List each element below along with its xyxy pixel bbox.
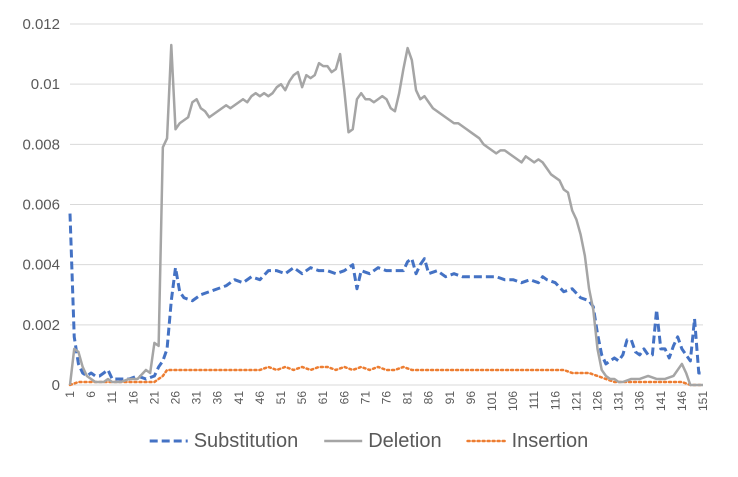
x-tick-label: 131 [612, 391, 626, 411]
x-tick-label: 126 [591, 391, 605, 411]
x-tick-label: 36 [211, 391, 225, 405]
x-tick-label: 146 [675, 391, 689, 411]
x-tick-label: 16 [126, 391, 140, 405]
x-axis-ticks: 1 6 11 16 21 26 31 36 41 46 51 56 61 66 71 76 81 86 91 96 10… [63, 391, 710, 411]
y-tick-label: 0.002 [22, 317, 60, 334]
x-tick-label: 121 [569, 391, 583, 411]
x-tick-label: 151 [696, 391, 710, 411]
series-lines [68, 43, 705, 387]
x-tick-label: 66 [337, 391, 351, 405]
legend-item-insertion: Insertion [466, 430, 589, 452]
x-tick-label: 101 [485, 391, 499, 411]
legend-item-substitution: Substitution [149, 430, 299, 452]
y-axis-ticks: 0 0.002 0.004 0.006 0.008 0.01 0.012 [22, 16, 60, 394]
x-tick-label: 96 [464, 391, 478, 405]
legend-label: Substitution [194, 430, 299, 452]
x-tick-label: 91 [443, 391, 457, 405]
x-tick-label: 51 [274, 391, 288, 405]
series-line-substitution [68, 213, 703, 381]
x-tick-label: 1 [63, 391, 77, 398]
x-tick-label: 11 [105, 391, 119, 404]
legend-item-deletion: Deletion [324, 430, 442, 452]
x-tick-label: 106 [506, 391, 520, 411]
x-tick-label: 71 [358, 391, 372, 405]
x-tick-label: 136 [633, 391, 647, 411]
x-tick-label: 31 [190, 391, 204, 405]
x-tick-label: 41 [232, 391, 246, 405]
y-tick-label: 0.006 [22, 197, 60, 214]
x-tick-label: 61 [316, 391, 330, 405]
x-tick-label: 46 [253, 391, 267, 405]
x-tick-label: 6 [84, 391, 98, 398]
x-tick-label: 76 [380, 391, 394, 405]
x-tick-label: 26 [169, 391, 183, 405]
gridlines [70, 23, 703, 386]
y-tick-label: 0.012 [22, 16, 60, 33]
x-tick-label: 21 [147, 391, 161, 405]
x-tick-label: 81 [401, 391, 415, 405]
y-tick-label: 0.004 [22, 257, 60, 274]
x-tick-label: 56 [295, 391, 309, 405]
legend-label: Insertion [512, 430, 589, 452]
x-tick-label: 116 [548, 391, 562, 410]
legend: Substitution Deletion Insertion [149, 430, 589, 452]
series-line-deletion [68, 43, 703, 387]
series-line-insertion [68, 365, 705, 387]
x-tick-label: 86 [422, 391, 436, 405]
y-tick-label: 0 [52, 377, 60, 394]
y-tick-label: 0.008 [22, 136, 60, 153]
legend-label: Deletion [368, 430, 441, 452]
x-tick-label: 141 [654, 391, 668, 411]
y-tick-label: 0.01 [31, 76, 60, 93]
x-tick-label: 111 [527, 391, 541, 410]
